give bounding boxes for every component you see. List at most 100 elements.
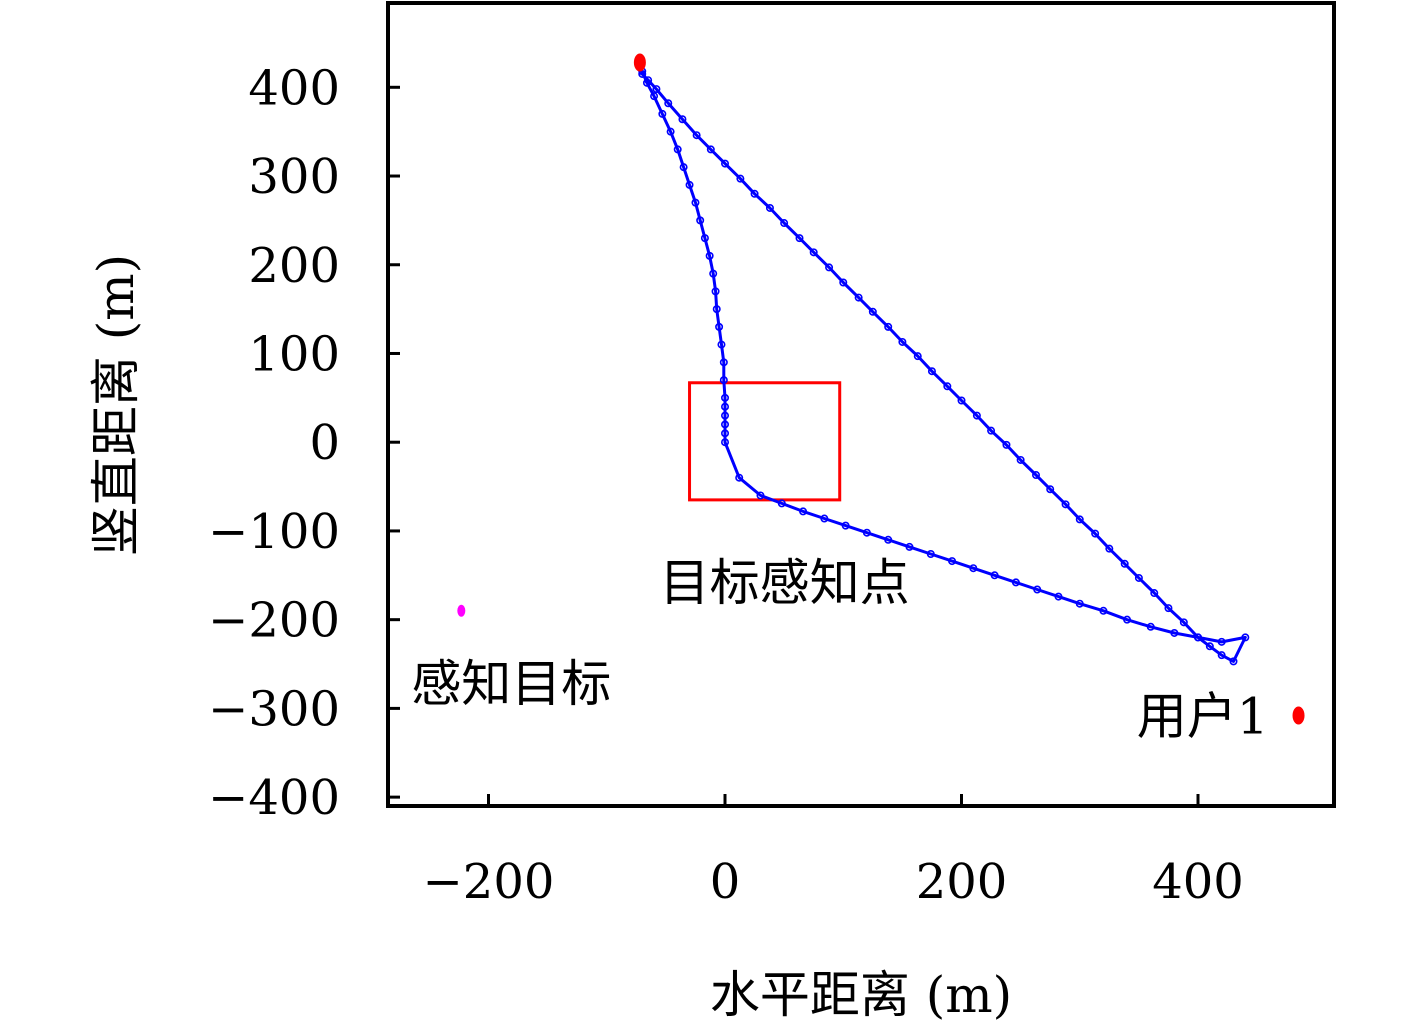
trajectory-point (987, 426, 996, 435)
y-tick-label: −100 (208, 504, 340, 560)
trajectory-point (692, 131, 701, 140)
axis-ticks: −200 0 200 400 −400 −300 −200 −100 0 100 200 300 400 (208, 60, 1244, 910)
sensing-target-label: 感知目标 (411, 655, 611, 713)
trajectory-point (765, 203, 774, 212)
trajectory-point (706, 145, 715, 154)
trajectory-point (839, 278, 848, 287)
trajectory-point (905, 542, 914, 551)
trajectory-point (913, 352, 922, 361)
trajectory-point (809, 248, 818, 257)
region-box (688, 381, 842, 502)
trajectory-point (1229, 657, 1238, 666)
trajectory-point (1091, 529, 1100, 538)
trajectory-point (1179, 618, 1188, 627)
user-marker (1292, 706, 1305, 725)
trajectory-point (926, 550, 935, 559)
x-tick-label: 0 (710, 854, 741, 910)
x-axis-title: 水平距离 (m) (710, 966, 1012, 1024)
trajectory-point (854, 293, 863, 302)
trajectory-point (1146, 622, 1155, 631)
trajectory-point (721, 159, 730, 168)
trajectory-point (1061, 500, 1070, 509)
trajectory-point (664, 99, 673, 108)
trajectory-point (642, 78, 651, 87)
trajectory-point (990, 571, 999, 580)
trajectory-point (1032, 471, 1041, 480)
trajectory-point (719, 358, 728, 367)
trajectory-point (717, 340, 726, 349)
trajectory-point (820, 514, 829, 523)
trajectory-point (825, 263, 834, 272)
y-tick-label: −400 (208, 770, 340, 826)
trajectory-point (1164, 604, 1173, 613)
trajectory-point (652, 85, 661, 94)
trajectory-point (1099, 606, 1108, 615)
trajectory-point (1170, 628, 1179, 637)
trajectory-point (678, 115, 687, 124)
plot-frame (386, 1, 1336, 808)
trajectory-point (957, 396, 966, 405)
trajectory-point (666, 127, 675, 136)
trajectory-point (1217, 637, 1226, 646)
trajectory-point (673, 145, 682, 154)
y-tick-label: 100 (248, 326, 340, 382)
trajectory-point (705, 251, 714, 260)
trajectory-point (650, 92, 659, 101)
x-tick-label: 200 (916, 854, 1008, 910)
trajectory-point (927, 367, 936, 376)
markers: 用户1 感知目标 (411, 53, 1305, 745)
y-tick-label: −300 (208, 681, 340, 737)
region-label: 目标感知点 (660, 554, 910, 612)
trajectory-point (799, 507, 808, 516)
trajectory-point (1205, 642, 1214, 651)
trajectory-point (898, 337, 907, 346)
trajectory-point (943, 382, 952, 391)
y-tick-label: 200 (248, 238, 340, 294)
trajectory-point (756, 491, 765, 500)
trajectory-point (658, 109, 667, 118)
y-tick-label: 0 (309, 415, 340, 471)
trajectory-point (780, 219, 789, 228)
trajectory-point (1075, 515, 1084, 524)
trajectory-point (721, 438, 730, 447)
trajectory-line (638, 64, 1247, 663)
trajectory-point (1123, 615, 1132, 624)
y-tick-label: 300 (248, 149, 340, 205)
trajectory-point (969, 564, 978, 573)
trajectory-point (777, 499, 786, 508)
trajectory-point (711, 287, 720, 296)
y-tick-label: −200 (208, 593, 340, 649)
x-tick-label: −200 (423, 854, 555, 910)
trajectory-point (736, 174, 745, 183)
trajectory-point (696, 216, 705, 225)
trajectory-point (795, 234, 804, 243)
trajectory-point (712, 305, 721, 314)
trajectory-point (715, 322, 724, 331)
trajectory-point (1016, 455, 1025, 464)
trajectory-point (1033, 585, 1042, 594)
trajectory-point (868, 307, 877, 316)
user-label: 用户1 (1137, 687, 1269, 745)
y-tick-label: 400 (248, 60, 340, 116)
trajectory-point (721, 402, 730, 411)
x-tick-label: 400 (1152, 854, 1244, 910)
trajectory-point (721, 420, 730, 429)
trajectory-point (1046, 485, 1055, 494)
trajectory-point (841, 521, 850, 530)
trajectory-point (1075, 599, 1084, 608)
trajectory-point (1217, 651, 1226, 660)
trajectory-point (721, 411, 730, 420)
trajectory-point (972, 411, 981, 420)
trajectory-point (1241, 633, 1250, 642)
trajectory-point (691, 198, 700, 207)
trajectory-point (721, 393, 730, 402)
trajectory-point (735, 473, 744, 482)
user-marker (633, 53, 646, 72)
trajectory-point (709, 269, 718, 278)
trajectory-point (750, 189, 759, 198)
trajectory-point (1002, 440, 1011, 449)
sensing-target-marker (457, 604, 466, 617)
trajectory-point (1150, 589, 1159, 598)
trajectory-point (1120, 559, 1129, 568)
